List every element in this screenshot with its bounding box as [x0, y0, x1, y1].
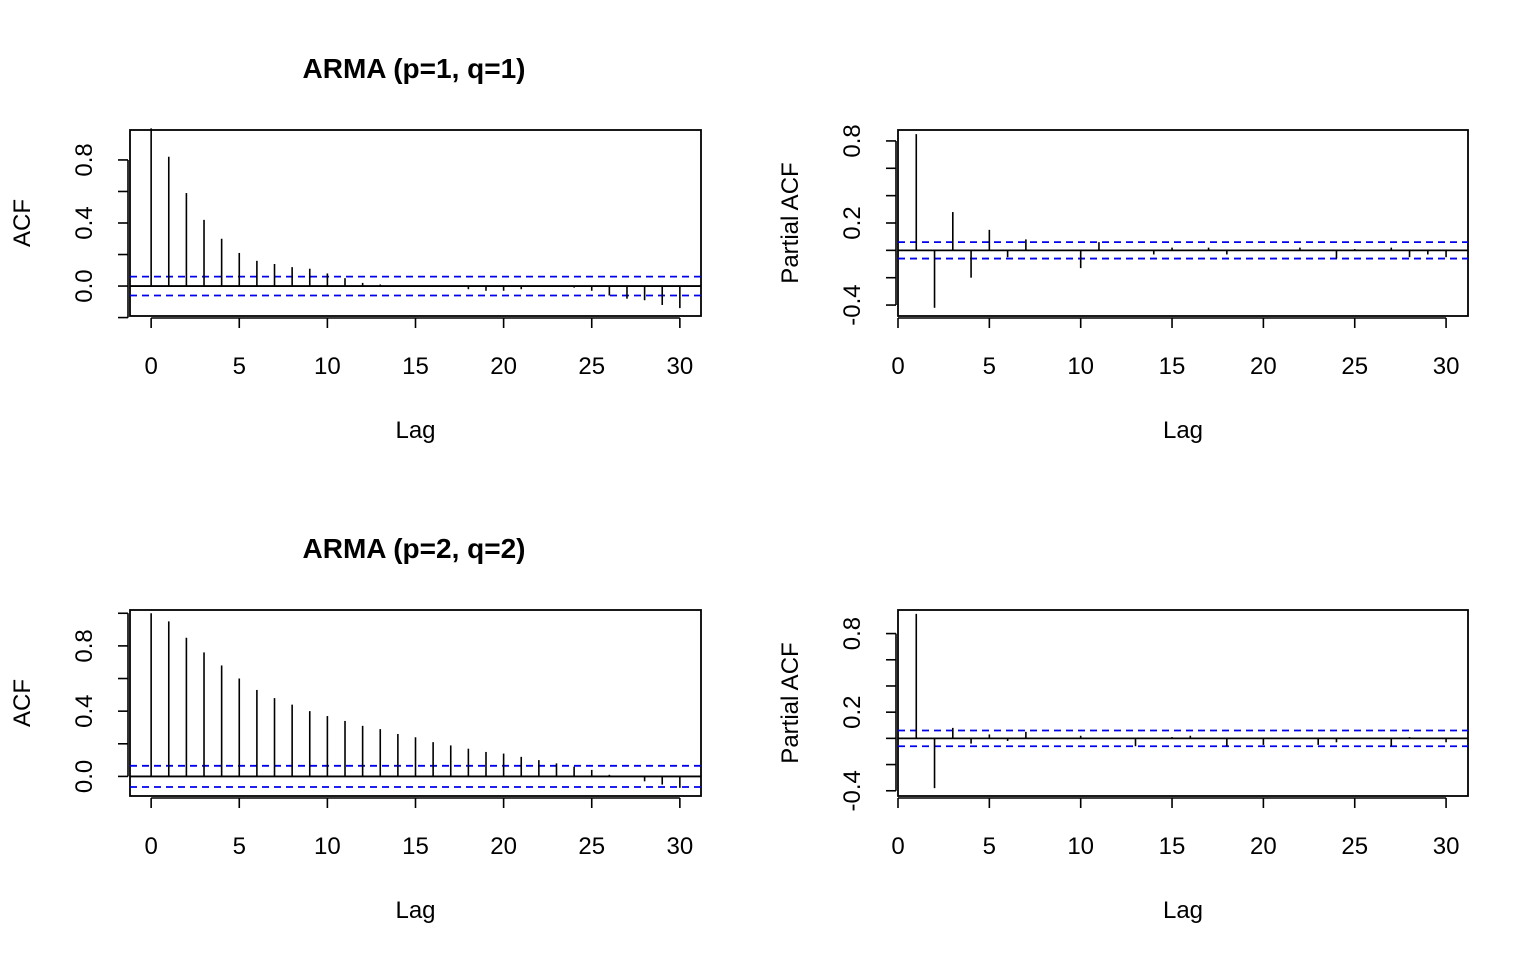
x-tick-label: 25 — [1341, 833, 1368, 860]
plot-frame — [897, 129, 1469, 317]
x-tick-label: 20 — [1250, 353, 1277, 380]
x-tick-label: 30 — [1433, 353, 1460, 380]
x-tick-label: 10 — [314, 353, 341, 380]
y-tick-label: -0.4 — [839, 770, 866, 811]
x-tick-label: 30 — [667, 833, 694, 860]
x-tick-label: 10 — [1067, 353, 1094, 380]
x-tick-label: 15 — [402, 353, 429, 380]
panel-4: 0 5 10 15 20 25 30 Lag -0.4 0.2 0.8 Partial ACF — [777, 609, 1469, 924]
x-tick-label: 5 — [983, 833, 996, 860]
y-tick-label: 0.2 — [839, 695, 866, 728]
x-tick-label: 0 — [144, 353, 157, 380]
plot-frame — [129, 609, 702, 797]
y-axis-label: Partial ACF — [777, 162, 804, 283]
x-tick-label: 25 — [578, 833, 605, 860]
panel-1: ARMA (p=1, q=1) 0 5 10 15 20 25 30 Lag 0.0 0.4 0.8 A… — [9, 53, 702, 444]
x-axis-label: Lag — [1163, 897, 1203, 924]
x-axis-label: Lag — [1163, 417, 1203, 444]
x-axis-label: Lag — [395, 417, 435, 444]
y-tick-label: 0.8 — [839, 617, 866, 650]
x-tick-label: 20 — [490, 353, 517, 380]
y-tick-label: -0.4 — [839, 284, 866, 325]
y-tick-label: 0.8 — [839, 124, 866, 157]
x-tick-label: 0 — [891, 353, 904, 380]
panel-3: ARMA (p=2, q=2) 0 5 10 15 20 25 30 Lag 0.0 0.4 0.8 A… — [9, 533, 702, 924]
x-axis-label: Lag — [395, 897, 435, 924]
y-tick-label: 0.2 — [839, 206, 866, 239]
panel-title: ARMA (p=2, q=2) — [303, 533, 526, 564]
panel-title: ARMA (p=1, q=1) — [303, 53, 526, 84]
plot-frame — [897, 609, 1469, 797]
y-axis-label: ACF — [9, 199, 36, 247]
x-tick-label: 15 — [1159, 833, 1186, 860]
x-tick-label: 5 — [233, 833, 246, 860]
x-tick-label: 25 — [578, 353, 605, 380]
y-tick-label: 0.8 — [71, 143, 98, 176]
x-tick-label: 25 — [1341, 353, 1368, 380]
x-tick-label: 20 — [490, 833, 517, 860]
x-tick-label: 10 — [1067, 833, 1094, 860]
x-tick-label: 20 — [1250, 833, 1277, 860]
y-axis-label: ACF — [9, 679, 36, 727]
y-axis-label: Partial ACF — [777, 642, 804, 763]
y-tick-label: 0.4 — [71, 694, 98, 727]
y-tick-label: 0.8 — [71, 629, 98, 662]
x-tick-label: 0 — [144, 833, 157, 860]
plot-frame — [129, 129, 702, 317]
panel-2: 0 5 10 15 20 25 30 Lag -0.4 0.2 0.8 Partial ACF — [777, 124, 1469, 444]
x-tick-label: 5 — [233, 353, 246, 380]
x-tick-label: 10 — [314, 833, 341, 860]
x-tick-label: 30 — [1433, 833, 1460, 860]
x-tick-label: 0 — [891, 833, 904, 860]
x-tick-label: 15 — [402, 833, 429, 860]
x-tick-label: 15 — [1159, 353, 1186, 380]
x-tick-label: 30 — [667, 353, 694, 380]
y-tick-label: 0.4 — [71, 206, 98, 239]
x-tick-label: 5 — [983, 353, 996, 380]
y-tick-label: 0.0 — [71, 269, 98, 302]
y-tick-label: 0.0 — [71, 760, 98, 793]
